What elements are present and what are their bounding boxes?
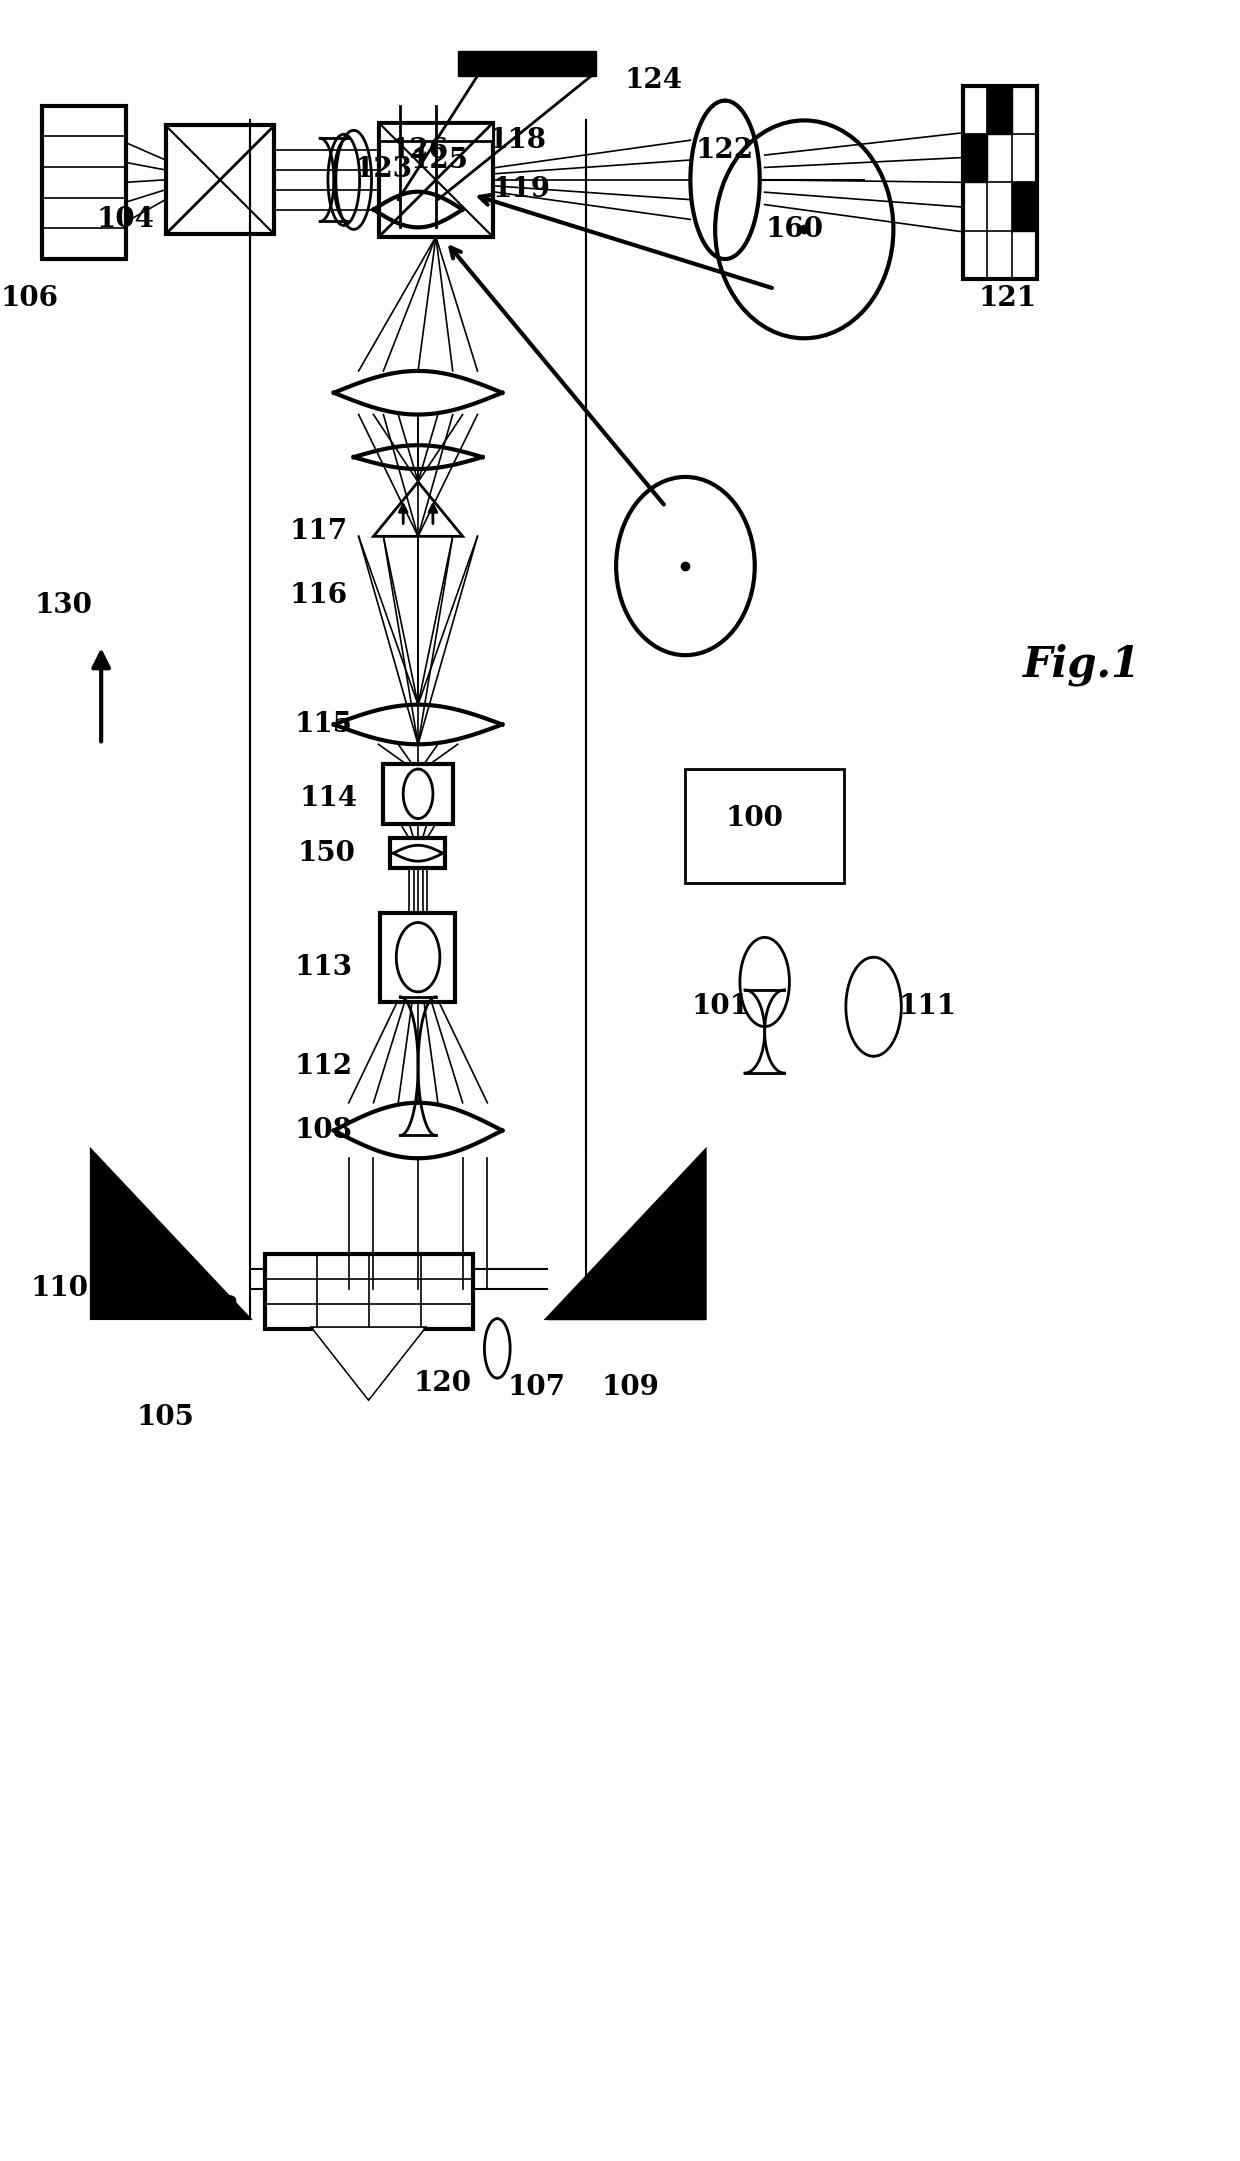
Text: 126: 126: [391, 136, 449, 164]
Text: 121: 121: [978, 285, 1037, 311]
Text: 104: 104: [97, 205, 155, 233]
Text: 114: 114: [300, 784, 358, 813]
Text: 120: 120: [414, 1370, 471, 1396]
Bar: [264, 1253, 472, 1329]
Text: 109: 109: [603, 1374, 660, 1402]
Bar: [686, 769, 844, 884]
Text: 101: 101: [691, 994, 749, 1020]
Polygon shape: [92, 1150, 249, 1318]
Text: 125: 125: [410, 147, 469, 173]
Text: 112: 112: [295, 1052, 353, 1080]
Bar: [379, 123, 492, 238]
Bar: [458, 52, 596, 76]
Text: 122: 122: [696, 136, 754, 164]
Text: 116: 116: [290, 581, 348, 609]
Bar: [381, 912, 455, 1003]
Text: 108: 108: [295, 1117, 353, 1143]
Text: 106: 106: [1, 285, 58, 311]
Bar: [962, 86, 1037, 279]
Text: 124: 124: [625, 67, 683, 95]
Polygon shape: [547, 1150, 706, 1318]
Bar: [379, 123, 492, 140]
Text: 102: 102: [181, 1294, 239, 1323]
Text: 113: 113: [295, 953, 353, 981]
Bar: [987, 86, 1012, 134]
Text: 111: 111: [899, 994, 957, 1020]
Text: 123: 123: [355, 156, 413, 184]
Bar: [1012, 182, 1037, 231]
Text: 110: 110: [31, 1275, 88, 1303]
Text: 105: 105: [136, 1405, 195, 1431]
Text: 118: 118: [489, 127, 546, 153]
Text: 117: 117: [290, 519, 348, 545]
Bar: [391, 838, 445, 869]
Text: 115: 115: [295, 711, 353, 739]
Bar: [165, 125, 274, 233]
Bar: [42, 106, 126, 259]
Polygon shape: [314, 1329, 423, 1398]
Text: 130: 130: [35, 592, 93, 620]
Bar: [383, 765, 453, 823]
Text: 107: 107: [508, 1374, 565, 1402]
Text: 160: 160: [765, 216, 823, 242]
Text: 100: 100: [725, 806, 784, 832]
Text: 150: 150: [298, 841, 356, 867]
Bar: [962, 134, 987, 182]
Text: 119: 119: [494, 177, 551, 203]
Text: Fig.1: Fig.1: [1023, 644, 1141, 687]
